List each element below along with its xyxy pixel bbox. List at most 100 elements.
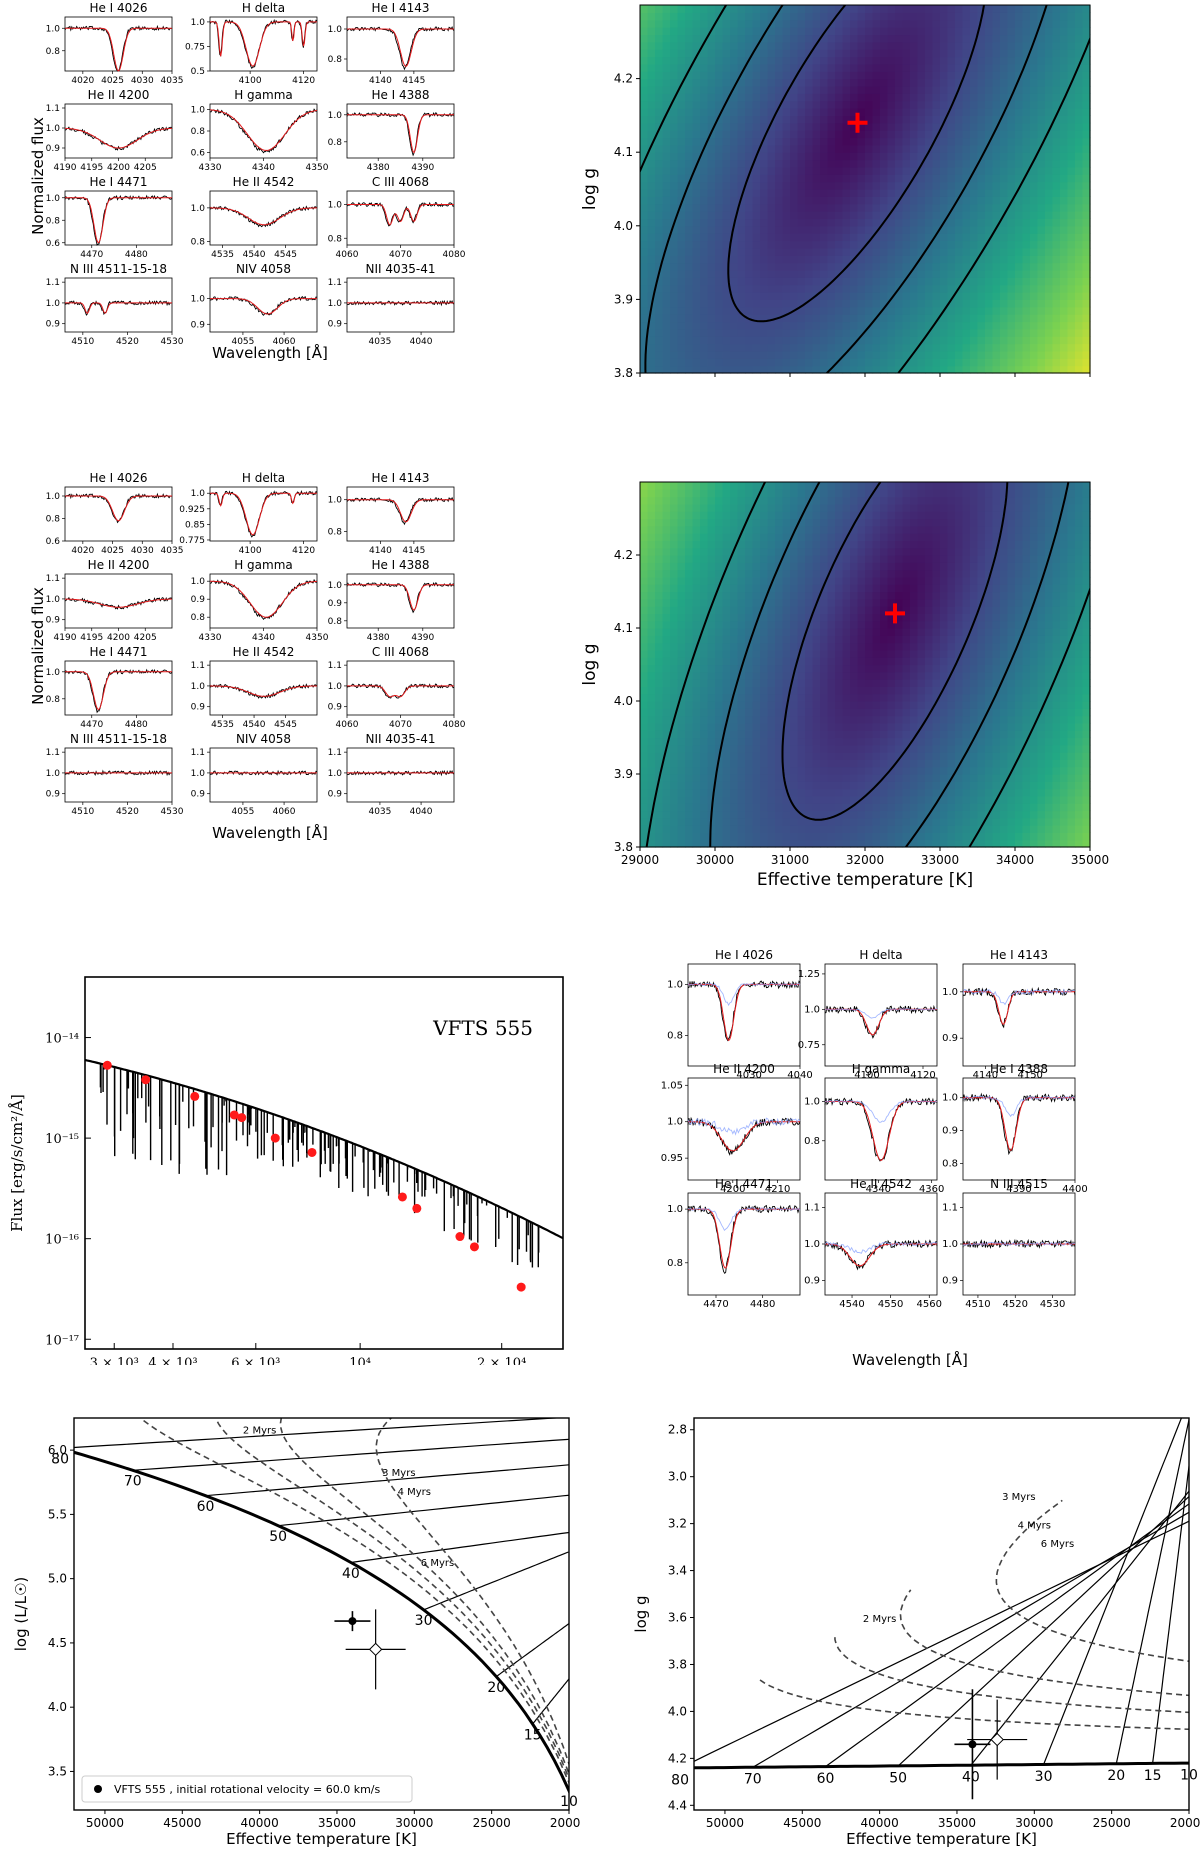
heatmap-cell [835, 752, 844, 760]
heatmap-cell [677, 93, 686, 102]
heatmap-cell [985, 240, 994, 249]
heatmap-cell [820, 679, 829, 687]
heatmap-cell [955, 71, 964, 80]
heatmap-cell [850, 774, 859, 782]
heatmap-cell [752, 839, 761, 848]
heatmap-cell [865, 620, 874, 629]
heatmap-cell [850, 225, 859, 234]
heatmap-cell [745, 562, 754, 571]
heatmap-cell [677, 41, 686, 50]
heatmap-cell [760, 795, 769, 804]
heatmap-cell [835, 63, 844, 72]
heatmap-cell [692, 576, 701, 585]
heatmap-cell [775, 122, 784, 131]
heatmap-cell [730, 19, 739, 28]
heatmap-cell [767, 358, 776, 367]
heatmap-cell [662, 166, 671, 175]
heatmap-cell [932, 328, 941, 337]
heatmap-cell [685, 49, 694, 58]
heatmap-cell [820, 649, 829, 658]
heatmap-cell [932, 306, 941, 315]
heatmap-cell [805, 671, 814, 680]
heatmap-cell [1075, 196, 1084, 205]
heatmap-cell [932, 56, 941, 65]
heatmap-cell [985, 211, 994, 220]
heatmap-cell [730, 803, 739, 812]
model-spectrum [210, 685, 317, 697]
heatmap-cell [782, 671, 791, 680]
heatmap-cell [677, 211, 686, 220]
heatmap-cell [857, 5, 866, 13]
heatmap-cell [662, 152, 671, 161]
heatmap-cell [670, 496, 679, 505]
heatmap-cell [820, 108, 829, 116]
heatmap-cell [767, 606, 776, 614]
heatmap-cell [655, 482, 664, 490]
heatmap-cell [797, 196, 806, 205]
heatmap-cell [662, 71, 671, 80]
heatmap-cell [857, 701, 866, 709]
heatmap-cell [895, 292, 904, 300]
heatmap-cell [647, 203, 656, 212]
heatmap-cell [700, 122, 709, 131]
heatmap-cell [857, 825, 866, 833]
heatmap-cell [752, 613, 761, 622]
heatmap-cell [790, 752, 799, 760]
heatmap-cell [737, 598, 746, 607]
heatmap-cell [992, 137, 1001, 146]
heatmap-cell [662, 752, 671, 760]
heatmap-cell [872, 203, 881, 212]
heatmap-cell [1075, 5, 1084, 13]
heatmap-cell [715, 555, 724, 563]
heatmap-cell [730, 701, 739, 709]
heatmap-cell [670, 365, 679, 374]
heatmap-cell [745, 12, 754, 21]
heatmap-cell [670, 613, 679, 622]
heatmap-cell [1007, 181, 1016, 190]
heatmap-cell [730, 759, 739, 768]
heatmap-cell [962, 299, 971, 308]
heatmap-cell [730, 569, 739, 578]
subplot-title: NII 4035-41 [365, 732, 435, 746]
heatmap-cell [647, 152, 656, 161]
heatmap-cell [970, 284, 979, 293]
heatmap-cell [1075, 321, 1084, 330]
heatmap-cell [737, 262, 746, 271]
heatmap-cell [842, 679, 851, 687]
heatmap-cell [647, 562, 656, 571]
heatmap-cell [662, 233, 671, 242]
heatmap-cell [835, 292, 844, 300]
heatmap-cell [685, 100, 694, 109]
heatmap-cell [850, 19, 859, 28]
heatmap-cell [782, 144, 791, 153]
heatmap-cell [760, 284, 769, 293]
heatmap-cell [692, 781, 701, 790]
heatmap-cell [737, 803, 746, 812]
heatmap-cell [767, 71, 776, 80]
heatmap-cell [1015, 159, 1024, 168]
heatmap-cell [767, 56, 776, 65]
heatmap-cell [655, 277, 664, 286]
heatmap-cell [767, 233, 776, 242]
y-tick-label: 0.8 [191, 613, 206, 623]
heatmap-cell [662, 247, 671, 256]
heatmap-cell [662, 203, 671, 212]
heatmap-cell [932, 299, 941, 308]
heatmap-cell [925, 181, 934, 190]
heatmap-cell [902, 211, 911, 220]
heatmap-cell [887, 314, 896, 323]
heatmap-cell [782, 795, 791, 804]
heatmap-cell [692, 810, 701, 819]
heatmap-cell [1000, 93, 1009, 102]
heatmap-cell [775, 218, 784, 227]
heatmap-cell [812, 503, 821, 512]
heatmap-cell [685, 240, 694, 249]
heatmap-cell [1015, 358, 1024, 367]
y-tick-label: 0.8 [328, 138, 343, 148]
heatmap-cell [820, 584, 829, 593]
heatmap-cell [685, 635, 694, 644]
heatmap-cell [992, 247, 1001, 256]
heatmap-cell [670, 664, 679, 673]
heatmap-cell [857, 174, 866, 183]
